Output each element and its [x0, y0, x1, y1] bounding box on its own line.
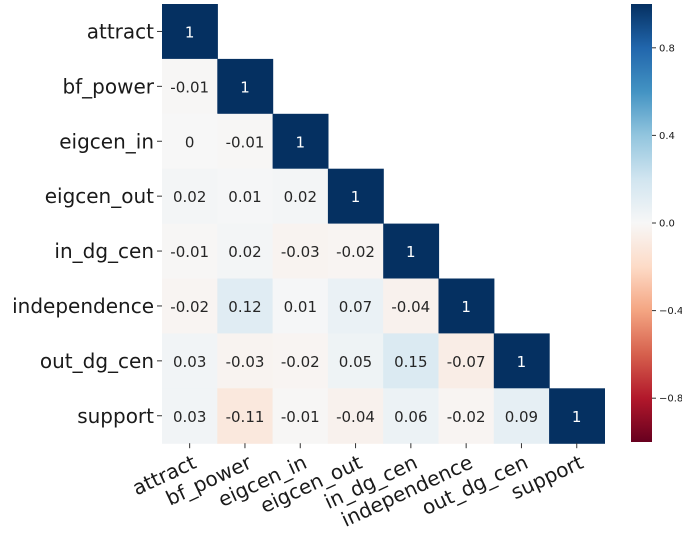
heatmap-cell: [217, 223, 274, 280]
heatmap-cell: [383, 278, 440, 334]
heatmap-cell-value: -0.02: [336, 243, 375, 261]
heatmap-cell-value: -0.01: [281, 408, 320, 426]
heatmap-cell: [438, 278, 495, 334]
heatmap-cell-value: 0.12: [228, 298, 261, 316]
heatmap-cell: [327, 333, 384, 389]
colorbar-gradient: [631, 4, 652, 442]
heatmap-cell-value: 1: [406, 243, 416, 261]
heatmap-cell: [272, 113, 329, 170]
heatmap-cell-value: -0.02: [281, 353, 320, 371]
y-tick-label: in_dg_cen: [54, 239, 154, 263]
heatmap-cell-value: -0.03: [226, 353, 265, 371]
heatmap-cell: [217, 388, 274, 444]
heatmap-cell-value: 0.02: [284, 188, 317, 206]
heatmap-cell-value: 0.02: [173, 188, 206, 206]
heatmap-cell-value: 1: [185, 24, 195, 42]
y-tick-label: eigcen_in: [59, 129, 154, 153]
heatmap-cell-value: 0.05: [339, 353, 372, 371]
colorbar-tick-label: 0.4: [659, 131, 675, 142]
heatmap-cell-value: 1: [296, 133, 306, 151]
colorbar: 0.8 0.4 0.0 −0.4 −0.8: [631, 4, 682, 442]
y-tick-label: out_dg_cen: [40, 349, 154, 373]
heatmap-cell: [272, 168, 329, 225]
heatmap-cell: [162, 278, 218, 334]
colorbar-tick-label: 0.0: [659, 219, 675, 230]
heatmap-cell-value: 0.01: [284, 298, 317, 316]
heatmap-cell-value: 0.09: [505, 408, 538, 426]
heatmap-cell: [327, 388, 384, 444]
heatmap-cell: [327, 223, 384, 280]
heatmap-cell: [438, 333, 495, 389]
heatmap-cell: [162, 113, 218, 170]
x-axis-tick-labels: attractbf_powereigcen_ineigcen_outin_dg_…: [129, 443, 587, 532]
y-axis-tick-labels: attract bf_power eigcen_in eigcen_out in_dg_…: [12, 19, 162, 428]
heatmap-cell: [162, 168, 218, 225]
heatmap-cell-value: 1: [517, 353, 527, 371]
heatmap-cell-value: -0.07: [447, 353, 486, 371]
colorbar-tick-label: 0.8: [659, 43, 675, 54]
heatmap-cell-value: -0.01: [226, 133, 265, 151]
heatmap-cell: [217, 168, 274, 225]
colorbar-tick-label: −0.8: [659, 394, 682, 405]
heatmap-cell: [438, 388, 495, 444]
heatmap-cell-value: 1: [461, 298, 471, 316]
heatmap-cell: [217, 113, 274, 170]
heatmap-cell: [493, 388, 550, 444]
heatmap-cell-value: -0.01: [170, 243, 209, 261]
heatmap-cell: [162, 333, 218, 389]
y-tick-label: bf_power: [62, 74, 154, 98]
heatmap-cell-value: -0.02: [447, 408, 486, 426]
colorbar-tick-label: −0.4: [659, 306, 682, 317]
heatmap-cell: [272, 223, 329, 280]
heatmap-cell: [493, 333, 550, 389]
heatmap-cells: [162, 4, 605, 444]
heatmap-cell: [272, 388, 329, 444]
heatmap-cell-value: 0.15: [394, 353, 427, 371]
heatmap-cell-value: -0.04: [391, 298, 430, 316]
y-tick-label: attract: [87, 19, 154, 43]
heatmap-cell-value: -0.01: [170, 78, 209, 96]
y-tick-label: eigcen_out: [45, 184, 154, 208]
heatmap-cell-value: -0.11: [226, 408, 265, 426]
y-tick-label: independence: [12, 294, 154, 318]
heatmap-cell-value: 0.01: [228, 188, 261, 206]
heatmap-cell: [272, 278, 329, 334]
y-tick-label: support: [77, 404, 154, 428]
heatmap-cell: [383, 223, 440, 280]
heatmap-cell: [162, 4, 218, 60]
heatmap-cell-value: 1: [351, 188, 361, 206]
heatmap-cell-value: 0.02: [228, 243, 261, 261]
heatmap-cell-value: 0.06: [394, 408, 427, 426]
heatmap-cell: [549, 388, 605, 444]
heatmap-cell-value: 0: [185, 133, 195, 151]
heatmap-cell: [217, 58, 274, 115]
heatmap-cell: [217, 278, 274, 334]
heatmap-value-labels: 1 -0.01 1 0 -0.01 1 0.02 0.01 0.02 1 -0.01 0.02 -0.0…: [170, 24, 581, 426]
heatmap-cell-value: 1: [572, 408, 582, 426]
heatmap-cell-value: -0.04: [336, 408, 375, 426]
heatmap-cell-value: 0.03: [173, 408, 206, 426]
heatmap-cell: [327, 168, 384, 225]
heatmap-cell: [162, 223, 218, 280]
heatmap-cell-value: -0.03: [281, 243, 320, 261]
heatmap-cell-value: -0.02: [170, 298, 209, 316]
heatmap-cell-value: 0.07: [339, 298, 372, 316]
heatmap-cell: [327, 278, 384, 334]
heatmap-cell: [383, 333, 440, 389]
heatmap-cell: [217, 333, 274, 389]
heatmap-cell: [162, 58, 218, 115]
heatmap-cell-value: 0.03: [173, 353, 206, 371]
heatmap-cell: [162, 388, 218, 444]
heatmap-cell: [272, 333, 329, 389]
heatmap-cell-value: 1: [240, 78, 250, 96]
heatmap-cell: [383, 388, 440, 444]
